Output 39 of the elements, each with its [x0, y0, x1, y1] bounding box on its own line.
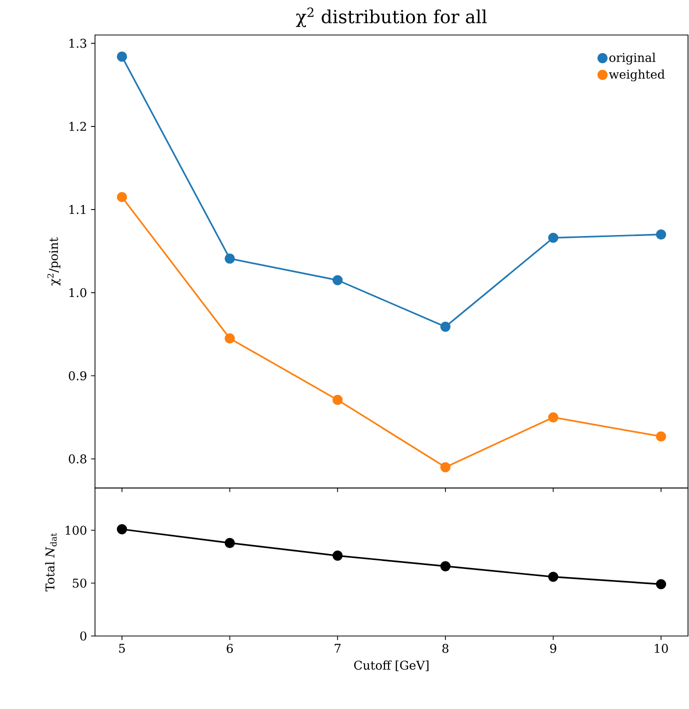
point	[116, 524, 128, 534]
point	[548, 232, 558, 243]
y-tick-label: 1.0	[70, 288, 86, 298]
point	[116, 192, 128, 202]
point	[332, 394, 343, 405]
point	[116, 52, 128, 62]
point	[332, 550, 343, 561]
y-axis-title: χ$^{2}$/point	[47, 237, 61, 286]
point	[440, 561, 451, 572]
point	[332, 275, 343, 286]
y-tick-label: 1.2	[70, 122, 86, 131]
x-tick-label: 5	[119, 644, 125, 653]
point	[224, 253, 235, 264]
point	[656, 229, 666, 240]
x-tick-label: 8	[442, 644, 448, 653]
x-axis-title: Cutoff [GeV]	[354, 660, 428, 672]
legend-label: original	[609, 52, 656, 65]
y-tick-label: 0.8	[68, 454, 86, 464]
y-tick-label: 100	[66, 526, 86, 535]
x-tick-label: 9	[550, 644, 556, 653]
legend-label: weighted	[608, 70, 665, 82]
point	[548, 572, 558, 582]
chart-title: χ$^{2}$ distribution for all	[296, 8, 487, 28]
y-tick-label: 50	[72, 578, 86, 588]
y-tick-label: 1.3	[70, 38, 86, 48]
point	[224, 538, 235, 548]
y-tick-label: 0	[80, 631, 86, 641]
point	[548, 412, 558, 422]
point	[440, 322, 451, 332]
point	[656, 579, 666, 590]
point	[224, 333, 235, 344]
y-tick-label: 0.9	[68, 371, 86, 380]
x-tick-label: 10	[654, 644, 668, 653]
x-tick-label: 6	[226, 644, 233, 653]
y-axis-title: Total N$_{dat}$	[45, 533, 57, 592]
y-tick-label: 1.1	[70, 205, 86, 214]
x-tick-label: 7	[334, 644, 341, 653]
point	[656, 431, 666, 442]
point	[440, 462, 451, 472]
